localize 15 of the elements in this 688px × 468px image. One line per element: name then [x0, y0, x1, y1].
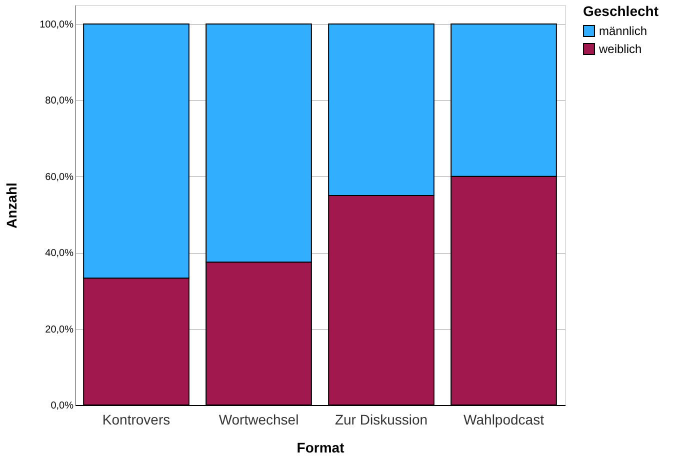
- x-axis-title: Format: [296, 440, 345, 456]
- y-tick-label: 20,0%: [45, 324, 74, 336]
- y-tick-label: 0,0%: [50, 400, 74, 412]
- x-tick-label: Kontrovers: [102, 412, 170, 428]
- y-tick-label: 80,0%: [45, 96, 74, 107]
- legend-label: weiblich: [598, 42, 642, 56]
- x-tick-label: Wortwechsel: [218, 412, 299, 428]
- y-tick-label: 100,0%: [40, 20, 74, 31]
- legend-label: männlich: [599, 24, 648, 38]
- y-axis-title: Anzahl: [4, 182, 20, 228]
- x-tick-label: Wahlpodcast: [464, 412, 544, 428]
- x-tick-label: Zur Diskussion: [334, 412, 428, 428]
- y-tick-label: 40,0%: [45, 248, 74, 260]
- legend-title: Geschlecht: [583, 3, 659, 19]
- y-tick-label: 60,0%: [45, 172, 74, 183]
